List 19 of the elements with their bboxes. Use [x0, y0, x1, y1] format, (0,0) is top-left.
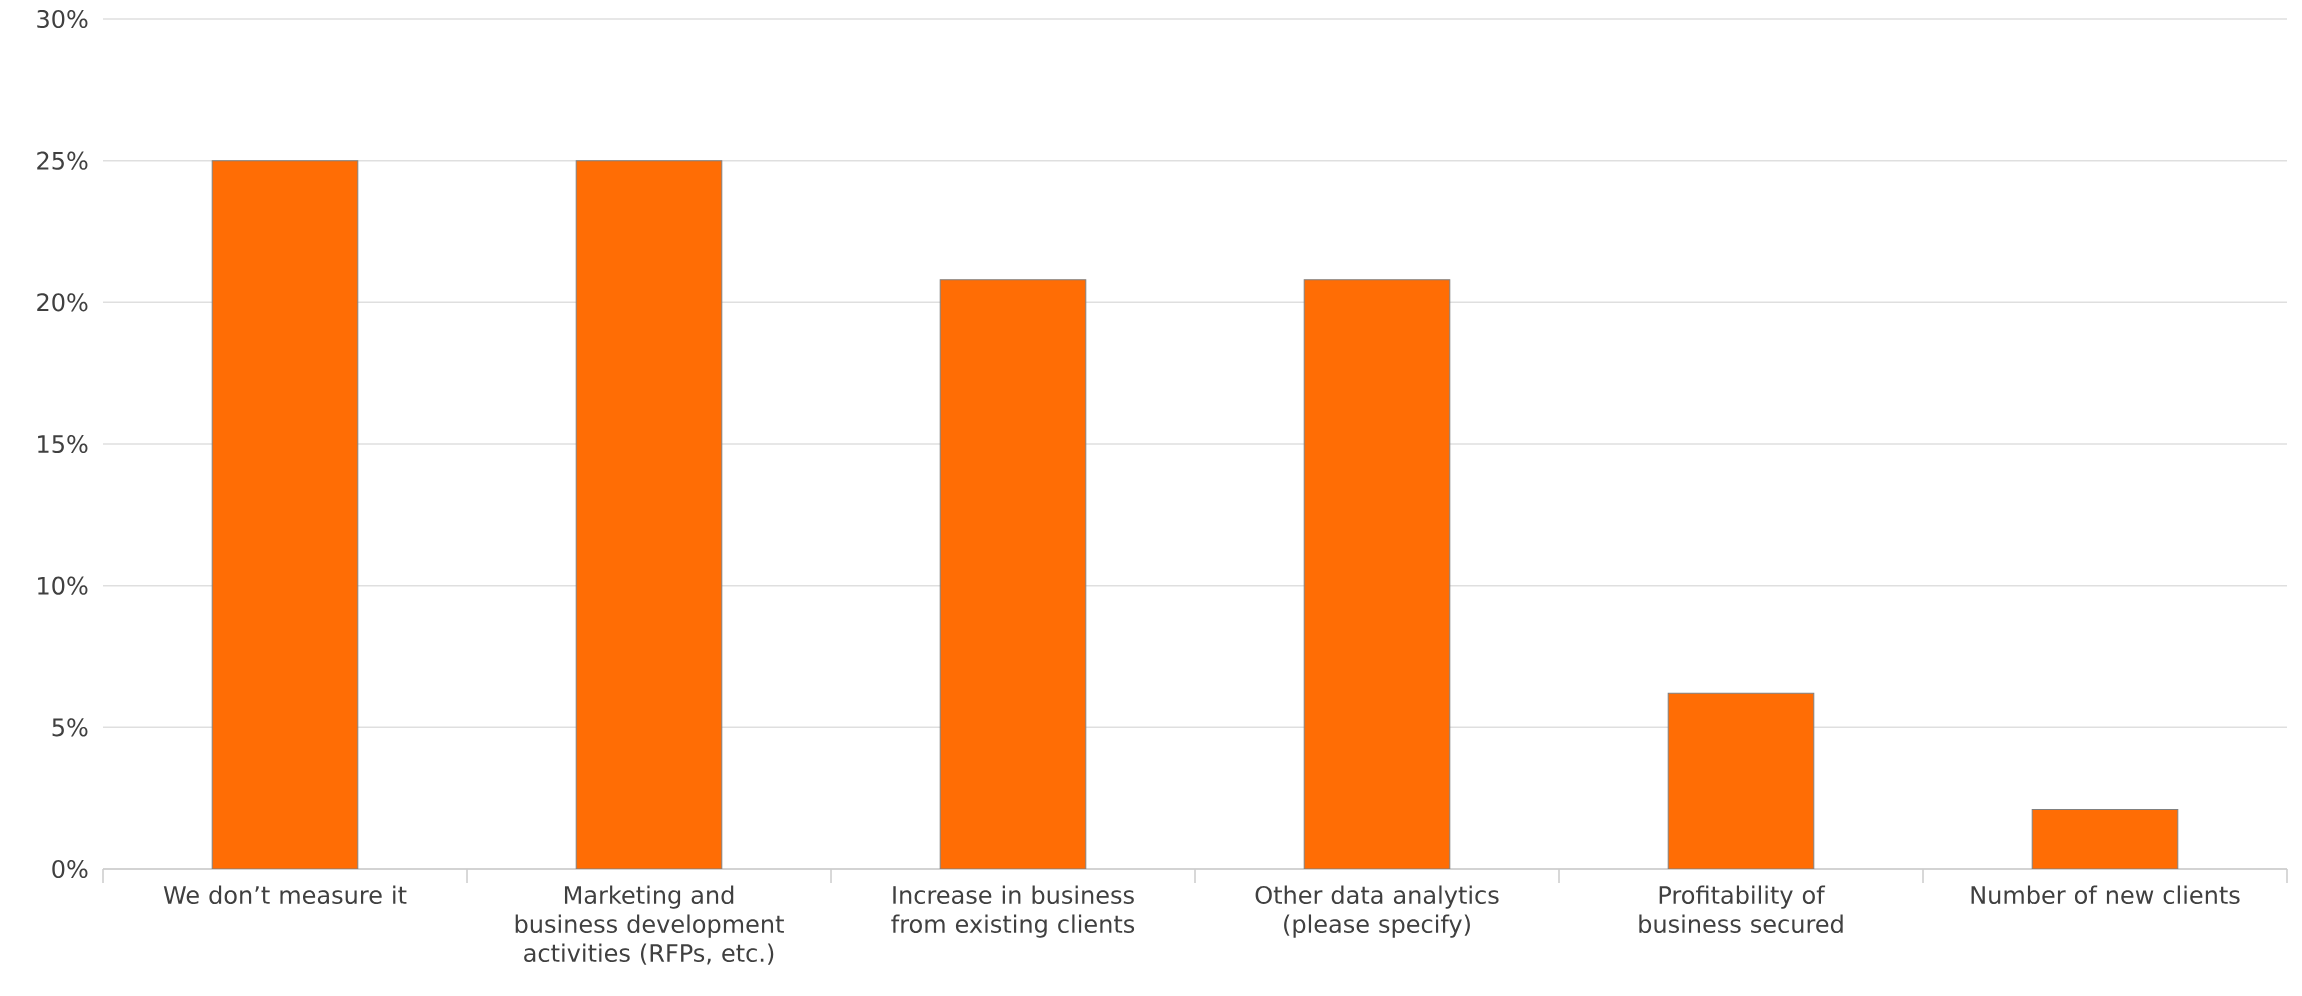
bar [1667, 692, 1815, 869]
x-tick-label: Marketing and business development activities (RFPs, etc.) [515, 885, 784, 965]
bar [2031, 809, 2179, 869]
y-tick-label: 25% [37, 151, 88, 170]
bar [939, 279, 1087, 869]
y-tick-label: 0% [52, 859, 88, 879]
x-tick-label: Increase in business from existing clients [891, 885, 1135, 938]
x-tick-label: We don’t measure it [163, 885, 407, 905]
bar [575, 160, 723, 869]
y-tick-label: 10% [38, 576, 88, 595]
y-tick-label: 5% [52, 718, 88, 737]
bar [211, 160, 359, 869]
bar [1303, 279, 1451, 869]
y-tick-label: 20% [37, 293, 88, 312]
y-tick-label: 15% [38, 434, 88, 454]
y-tick-label: 30% [37, 9, 88, 29]
x-tick-label: Other data analytics (please specify) [1255, 885, 1499, 938]
x-tick-label: Profitability of business secured [1639, 885, 1843, 934]
x-tick-label: Number of new clients [1971, 885, 2240, 905]
